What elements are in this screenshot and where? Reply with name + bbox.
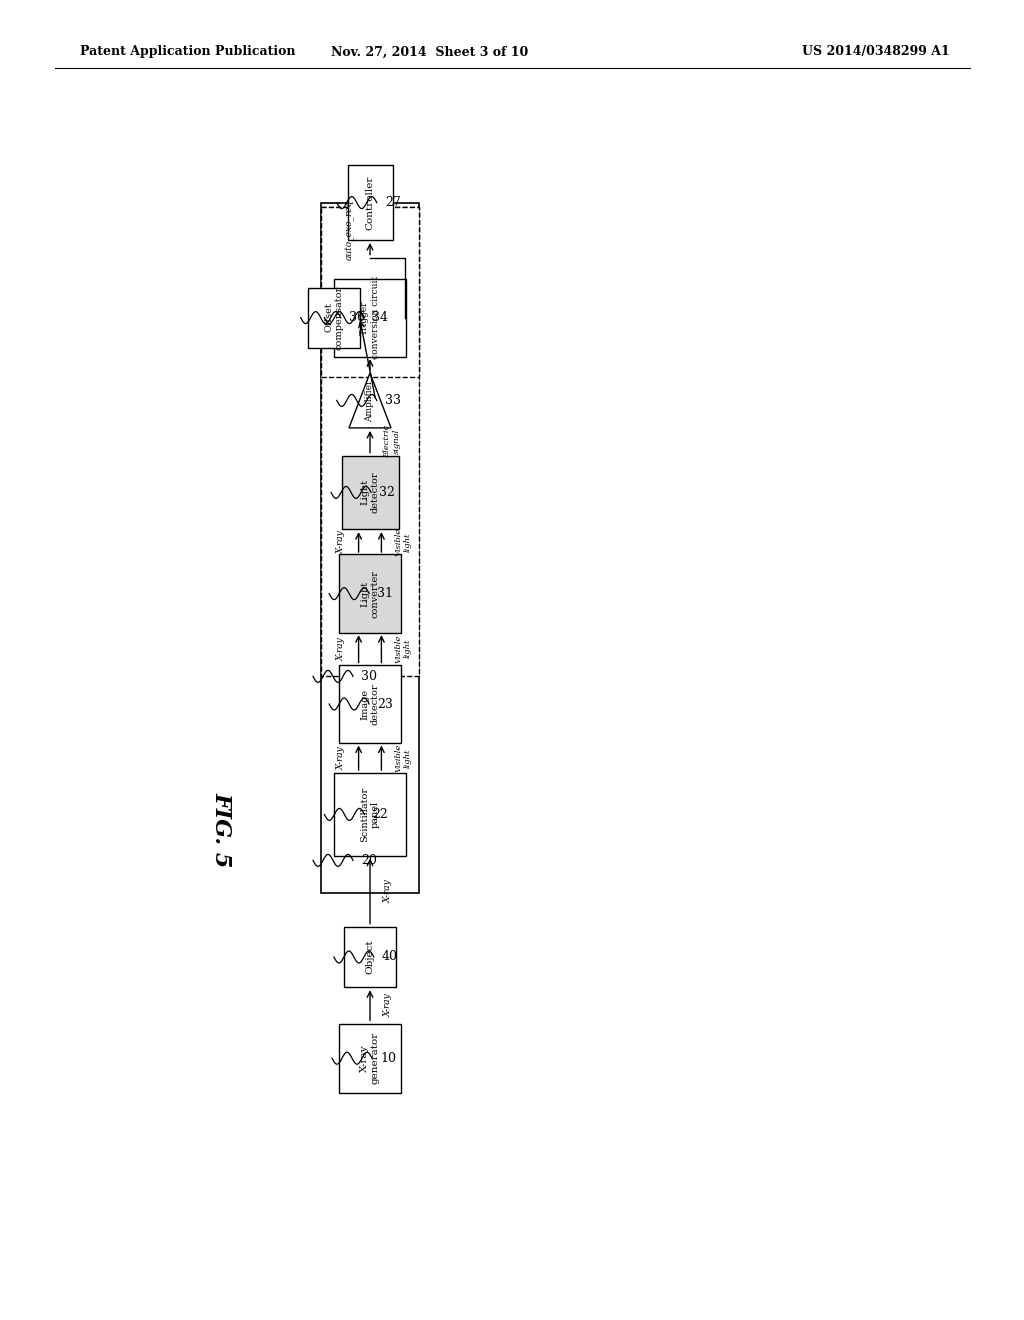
Text: Visible
light: Visible light xyxy=(395,743,412,772)
Text: X-ray: X-ray xyxy=(384,994,392,1018)
Text: 27: 27 xyxy=(385,197,400,209)
Bar xyxy=(335,774,406,855)
Text: Trigger
conversion circuit: Trigger conversion circuit xyxy=(360,276,380,359)
Text: 40: 40 xyxy=(382,950,398,964)
Bar xyxy=(308,288,360,347)
Text: 32: 32 xyxy=(379,486,395,499)
Text: auto_exo_req: auto_exo_req xyxy=(345,199,354,260)
Bar xyxy=(321,207,420,676)
Text: Amplifier: Amplifier xyxy=(366,379,375,421)
Text: 23: 23 xyxy=(377,697,393,710)
Text: Visible
light: Visible light xyxy=(395,635,412,663)
Text: Visible
light: Visible light xyxy=(395,528,412,556)
Text: Patent Application Publication: Patent Application Publication xyxy=(80,45,296,58)
Text: 10: 10 xyxy=(380,1052,396,1065)
Text: Object: Object xyxy=(366,940,375,974)
Text: 34: 34 xyxy=(373,312,388,325)
Text: Nov. 27, 2014  Sheet 3 of 10: Nov. 27, 2014 Sheet 3 of 10 xyxy=(332,45,528,58)
Text: 22: 22 xyxy=(373,808,388,821)
Text: US 2014/0348299 A1: US 2014/0348299 A1 xyxy=(802,45,950,58)
Text: X-ray: X-ray xyxy=(336,531,345,554)
Text: 31: 31 xyxy=(377,587,393,601)
Bar xyxy=(321,202,420,892)
Text: 33: 33 xyxy=(385,393,400,407)
Polygon shape xyxy=(349,372,391,428)
Text: Controller: Controller xyxy=(366,176,375,230)
Text: 36: 36 xyxy=(348,312,365,325)
Text: X-ray: X-ray xyxy=(336,638,345,661)
Bar xyxy=(321,207,420,378)
Text: 20: 20 xyxy=(361,854,377,867)
Text: Scintillator
panel: Scintillator panel xyxy=(360,787,380,842)
Bar xyxy=(341,455,398,529)
Text: Electric
signal: Electric signal xyxy=(383,425,400,458)
Bar xyxy=(347,165,392,240)
Bar xyxy=(339,1024,400,1093)
Text: X-ray: X-ray xyxy=(336,746,345,770)
Text: Offset
compensator: Offset compensator xyxy=(325,285,344,350)
Bar xyxy=(339,554,400,632)
Bar xyxy=(335,279,406,356)
Text: 30: 30 xyxy=(361,669,377,682)
Bar xyxy=(339,665,400,743)
Bar xyxy=(344,927,396,987)
Text: Image
detector: Image detector xyxy=(360,684,380,725)
Text: Light
converter: Light converter xyxy=(360,570,380,618)
Text: FIG. 5: FIG. 5 xyxy=(211,792,233,867)
Text: X-ray: X-ray xyxy=(384,879,392,903)
Text: Light
detector: Light detector xyxy=(360,471,380,513)
Text: X-ray
generator: X-ray generator xyxy=(360,1032,380,1084)
